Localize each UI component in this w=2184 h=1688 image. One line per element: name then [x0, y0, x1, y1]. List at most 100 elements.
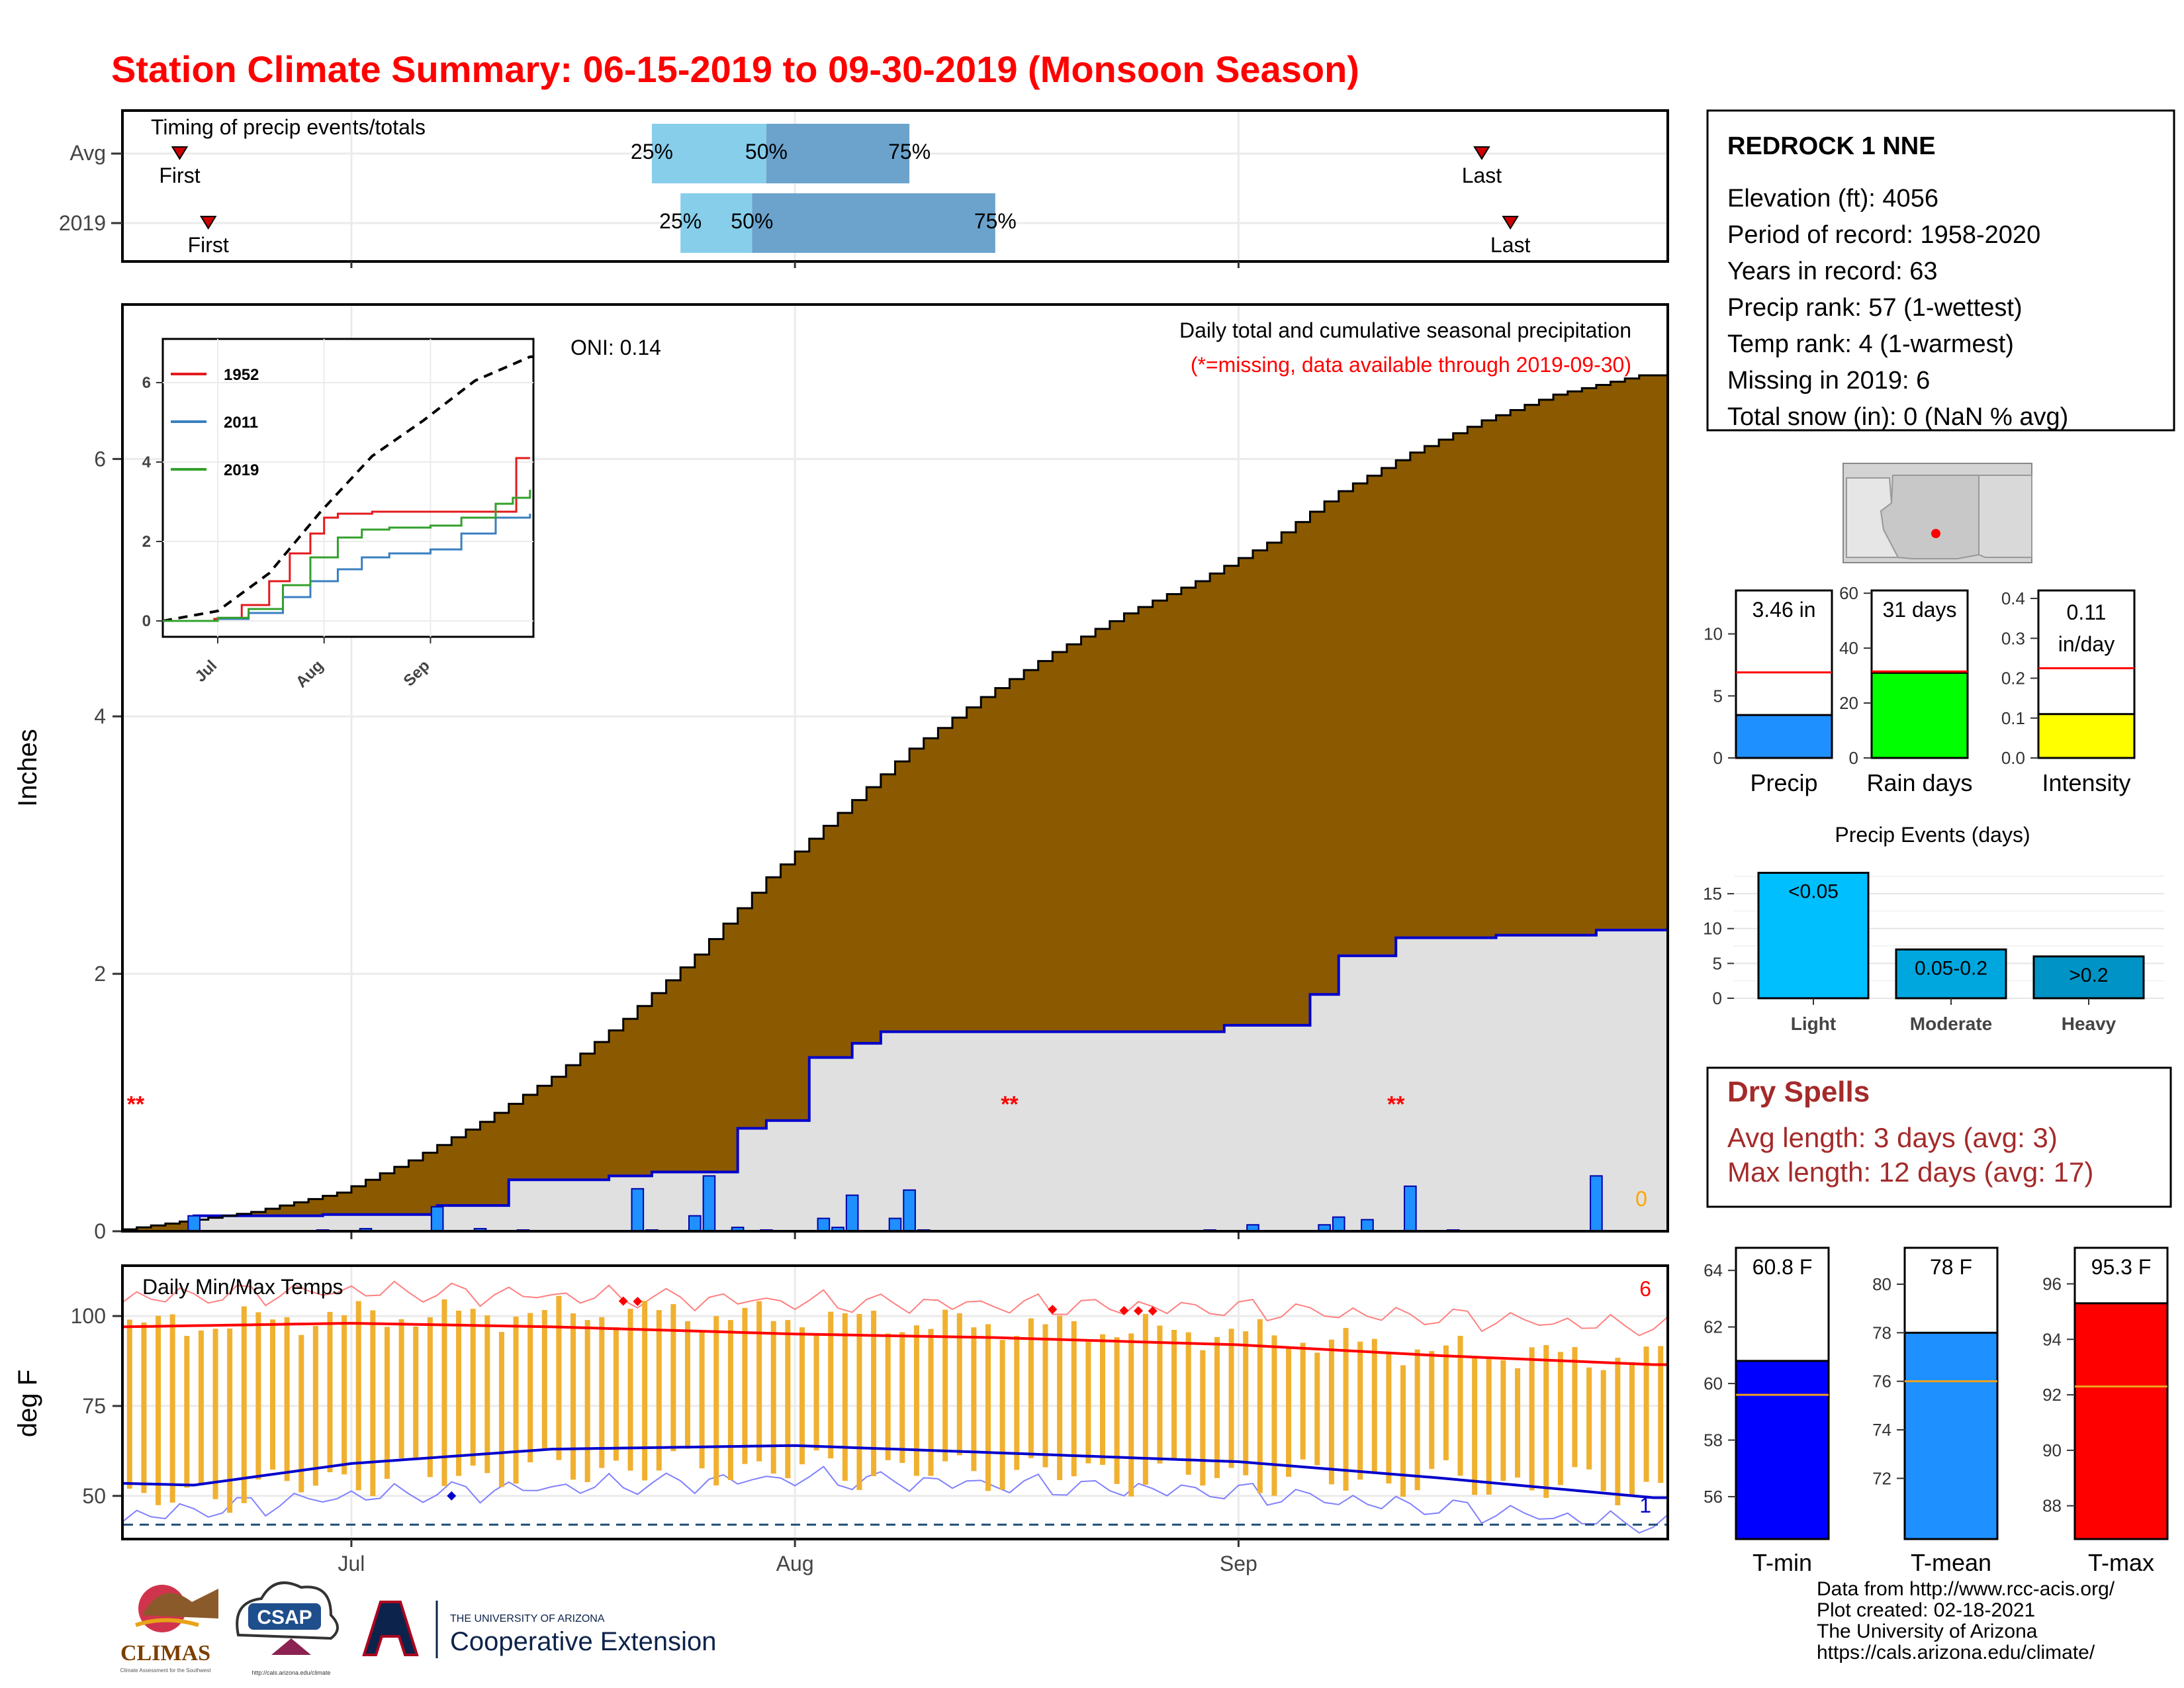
arizona-locator-map [1843, 463, 2032, 563]
daily-temp-range-bar [470, 1309, 476, 1466]
temp-summary-y-tick-label: 88 [2042, 1496, 2062, 1516]
inset-frame [161, 338, 535, 638]
daily-temp-range-bar [656, 1310, 662, 1471]
daily-temp-range-bar [699, 1330, 705, 1469]
missing-data-note: (*=missing, data available through 2019-… [1191, 353, 1631, 377]
inset-series-1952 [163, 457, 530, 622]
last-event-label: Last [1462, 164, 1502, 187]
temp-summary-y-tick-label: 74 [1872, 1420, 1891, 1440]
station-precip-rank: Precip rank: 57 (1-wettest) [1727, 294, 2023, 322]
summary-bar-intensity [2037, 713, 2136, 759]
timing-p50-label: 50% [745, 140, 788, 164]
summary-y-tick-label: 0 [1849, 748, 1858, 768]
temp-summary-value-label: 95.3 F [2091, 1255, 2152, 1279]
daily-temp-range-bar [1286, 1348, 1292, 1477]
summary-y-tick-label: 0.1 [2001, 708, 2025, 728]
daily-temp-range-bar [169, 1314, 175, 1503]
summary-x-label: Rain days [1866, 769, 1972, 796]
daily-temp-range-bar [384, 1327, 390, 1479]
daily-temp-range-bar [785, 1320, 791, 1479]
temp-panel-background [122, 1266, 1668, 1539]
daily-precip-bar [631, 1188, 645, 1233]
daily-temp-range-bar [1300, 1342, 1306, 1460]
inset-series-2019 [163, 490, 531, 622]
daily-temp-range-bar [126, 1319, 132, 1489]
timing-box-25-50 [651, 124, 766, 183]
summary-y-tick-label: 0.4 [2001, 588, 2025, 608]
temp-summary-y-tick-label: 80 [1872, 1274, 1891, 1294]
timing-panel-title: Timing of precip events/totals [151, 115, 426, 139]
daily-temp-range-bar [1228, 1329, 1234, 1468]
daily-temp-range-bar [613, 1327, 619, 1461]
daily-temp-range-bar [141, 1322, 147, 1493]
events-y-tick-label: 15 [1703, 884, 1722, 904]
university-of-arizona-logo: THE UNIVERSITY OF ARIZONA Cooperative Ex… [362, 1601, 716, 1658]
avg-tmin-line [122, 1444, 1668, 1499]
daily-temp-range-bar [1343, 1328, 1349, 1491]
timing-box-50-75 [752, 193, 995, 253]
cumulative-2019-area [122, 930, 1668, 1231]
record-high-line [122, 1280, 1668, 1336]
climas-logo: CLIMAS Climate Assessment for the Southw… [120, 1585, 218, 1673]
timing-p75-label: 75% [974, 209, 1017, 233]
summary-bar-charts: 0 5 10 3.46 in Precip 0 20 40 60 31 days Rain days… [1704, 583, 2136, 796]
climas-logo-swoosh [135, 1618, 199, 1627]
events-bar-label: >0.2 [2069, 964, 2108, 986]
events-y-tick-label: 0 [1713, 988, 1722, 1008]
summary-value-label: 31 days [1882, 598, 1956, 622]
station-name: REDROCK 1 NNE [1727, 132, 1936, 160]
credit-university: The University of Arizona [1817, 1620, 2038, 1642]
events-x-label-moderate: Moderate [1910, 1013, 1992, 1034]
temp-y-tick-label: 75 [82, 1394, 106, 1418]
daily-temp-range-bar [198, 1330, 204, 1484]
daily-temp-range-bar [971, 1327, 977, 1472]
temp-summary-y-tick-label: 94 [2042, 1329, 2062, 1349]
daily-temp-range-bar [713, 1316, 719, 1485]
missing-data-marker: ** [1001, 1092, 1019, 1117]
daily-temp-range-bar [1629, 1362, 1635, 1497]
daily-temp-range-bar [1615, 1358, 1621, 1505]
precip-events-chart: Precip Events (days) 0 5 10 15 <0.05 Light 0.0… [1703, 823, 2164, 1034]
timing-p25-label: 25% [659, 209, 702, 233]
last-event-label: Last [1490, 233, 1531, 257]
first-event-label: First [188, 233, 229, 257]
precip-events-title: Precip Events (days) [1835, 823, 2030, 847]
daily-temp-range-bar [1557, 1352, 1563, 1485]
temp-panel-frame [121, 1264, 1669, 1540]
climas-logo-shape [142, 1589, 218, 1618]
station-period: Period of record: 1958-2020 [1727, 221, 2040, 249]
temp-summary-bar-t-min [1735, 1360, 1830, 1540]
daily-precip-bar [688, 1215, 702, 1232]
station-temp-rank: Temp rank: 4 (1-warmest) [1727, 330, 2014, 358]
daily-temp-range-bar [1128, 1333, 1134, 1497]
timing-p50-label: 50% [731, 209, 773, 233]
map-arizona [1880, 475, 1979, 559]
daily-temp-range-bar [1414, 1349, 1420, 1491]
daily-temp-range-bar [1243, 1331, 1249, 1476]
snow-total-marker: 0 [1635, 1187, 1647, 1211]
daily-precip-bar [817, 1217, 831, 1232]
daily-temp-range-bar [1429, 1351, 1435, 1470]
new-record-high-marker [618, 1296, 628, 1306]
temp-summary-bar-t-mean [1903, 1331, 1999, 1540]
station-years: Years in record: 63 [1727, 258, 1938, 285]
inset-y-tick-label: 0 [142, 612, 151, 630]
csap-logo: CSAP http://cals.arizona.edu/climate [236, 1581, 339, 1676]
map-region-east [1978, 475, 2032, 558]
record-low-count: 1 [1639, 1493, 1651, 1517]
daily-temp-range-bar [1514, 1368, 1520, 1478]
daily-temp-range-bar [1042, 1324, 1048, 1468]
daily-temp-range-bar [1157, 1325, 1163, 1464]
daily-temp-range-bar [1643, 1346, 1649, 1482]
daily-temp-range-bar [1543, 1345, 1549, 1498]
temp-summary-value-label: 78 F [1930, 1255, 1972, 1279]
record-low-line [122, 1466, 1668, 1534]
credit-url: https://cals.arizona.edu/climate/ [1817, 1642, 2095, 1664]
daily-temp-range-bar [1386, 1352, 1392, 1483]
daily-temp-range-bar [1586, 1367, 1592, 1470]
daily-precip-bar [888, 1217, 902, 1232]
temp-x-tick-label-jul: Jul [338, 1552, 365, 1575]
events-x-label-heavy: Heavy [2062, 1013, 2116, 1034]
page-title: Station Climate Summary: 06-15-2019 to 0… [111, 48, 1359, 90]
inset-y-tick-label: 2 [142, 533, 151, 551]
